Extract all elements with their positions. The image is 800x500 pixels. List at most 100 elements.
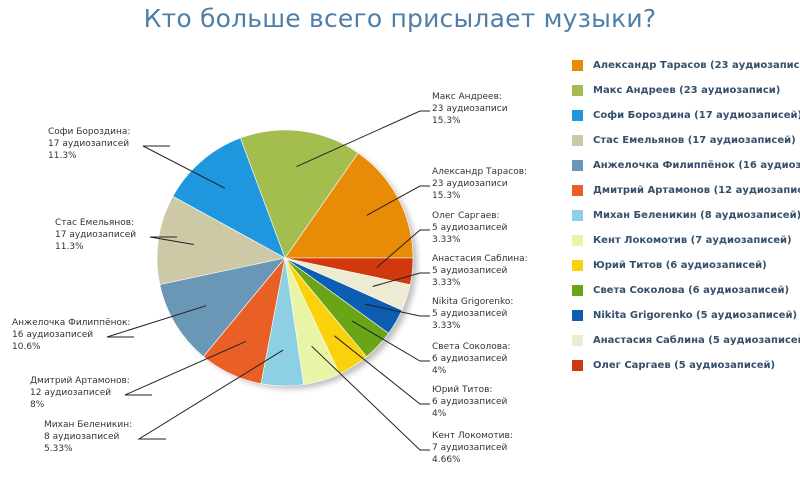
legend-item-олег-саргаев: Олег Саргаев (5 аудиозаписей) [572,353,800,378]
legend: Александр Тарасов (23 аудиозаписи) Макс А… [572,53,800,378]
callout-percent-софи-бороздина: 11.3% [48,151,77,161]
callout-line-стас-емельянов [149,236,194,245]
callout-percent-кент-локомотив: 4.66% [432,455,461,465]
callout-percent-александр-тарасов: 15.3% [432,191,461,201]
callout-name-софи-бороздина: Софи Бороздина: [48,127,130,137]
callout-line-света-соколова [351,320,430,362]
callout-name-анастасия-саблина: Анастасия Саблина: [432,254,528,264]
legend-item-света-соколова: Света Соколова (6 аудиозаписей) [572,278,800,303]
callout-percent-юрий-титов: 4% [432,409,447,419]
pie-callouts: Александр Тарасов: 23 аудиозаписи 15.3% Мак… [12,92,528,465]
callout-name-кент-локомотив: Кент Локомотив: [432,431,513,441]
pie-slice-софи-бороздина [172,137,286,259]
callout-count-кент-локомотив: 7 аудиозаписей [432,443,508,453]
callout-count-дмитрий-артамонов: 12 аудиозаписей [30,388,111,398]
legend-swatch [572,235,583,246]
callout-line-софи-бороздина [142,145,226,189]
callout-count-стас-емельянов: 17 аудиозаписей [55,230,136,240]
legend-swatch [572,160,583,171]
callout-name-александр-тарасов: Александр Тарасов: [432,167,527,177]
pie-slices [156,129,414,387]
callout-name-юрий-титов: Юрий Титов: [432,385,492,395]
callout-line-юрий-титов [334,335,430,405]
callout-line-кент-локомотив [311,345,430,451]
pie-slice-александр-тарасов [284,152,414,259]
pie-slice-макс-андреев [239,129,359,259]
legend-swatch [572,335,583,346]
legend-label: Дмитрий Артамонов (12 аудиозаписей) [593,185,800,196]
callout-percent-дмитрий-артамонов: 8% [30,400,45,410]
chart-title: Кто больше всего присылает музыки? [143,4,657,33]
legend-label: Анжелочка Филиппёнок (16 аудиозаписей) [593,160,800,171]
legend-swatch [572,360,583,371]
legend-swatch [572,210,583,221]
legend-swatch [572,260,583,271]
legend-item-дмитрий-артамонов: Дмитрий Артамонов (12 аудиозаписей) [572,178,800,203]
callout-name-стас-емельянов: Стас Емельянов: [55,218,134,228]
legend-label: Олег Саргаев (5 аудиозаписей) [593,360,776,371]
callout-count-софи-бороздина: 17 аудиозаписей [48,139,129,149]
callout-line-олег-саргаев [376,229,430,268]
legend-swatch [572,185,583,196]
legend-swatch [572,285,583,296]
legend-label: Софи Бороздина (17 аудиозаписей) [593,110,800,121]
callout-line-nikita-grigorenko [364,303,430,317]
legend-item-макс-андреев: Макс Андреев (23 аудиозаписи) [572,78,800,103]
callout-percent-олег-саргаев: 3.33% [432,235,461,245]
legend-label: Михан Беленикин (8 аудиозаписей) [593,210,800,221]
callout-line-михан-беленикин [137,349,284,440]
callout-count-юрий-титов: 6 аудиозаписей [432,397,508,407]
pie-slice-анжелочка-филиппёнок [159,257,286,358]
callout-count-михан-беленикин: 8 аудиозаписей [44,432,120,442]
legend-label: Анастасия Саблина (5 аудиозаписей) [593,335,800,346]
callout-count-nikita-grigorenko: 5 аудиозаписей [432,309,508,319]
legend-label: Света Соколова (6 аудиозаписей) [593,285,790,296]
legend-item-стас-емельянов: Стас Емельянов (17 аудиозаписей) [572,128,800,153]
callout-name-михан-беленикин: Михан Беленикин: [44,420,132,430]
legend-swatch [572,310,583,321]
legend-item-михан-беленикин: Михан Беленикин (8 аудиозаписей) [572,203,800,228]
callout-percent-nikita-grigorenko: 3.33% [432,321,461,331]
legend-item-анастасия-саблина: Анастасия Саблина (5 аудиозаписей) [572,328,800,353]
callout-count-александр-тарасов: 23 аудиозаписи [432,179,508,189]
legend-item-александр-тарасов: Александр Тарасов (23 аудиозаписи) [572,53,800,78]
legend-item-nikita-grigorenko: Nikita Grigorenko (5 аудиозаписей) [572,303,800,328]
callout-count-анастасия-саблина: 5 аудиозаписей [432,266,508,276]
legend-swatch [572,110,583,121]
callout-percent-макс-андреев: 15.3% [432,116,461,126]
legend-item-юрий-титов: Юрий Титов (6 аудиозаписей) [572,253,800,278]
callout-line-александр-тарасов [366,185,430,216]
callout-percent-михан-беленикин: 5.33% [44,444,73,454]
legend-label: Nikita Grigorenko (5 аудиозаписей) [593,310,798,321]
callout-name-света-соколова: Света Соколова: [432,342,511,352]
callout-percent-анастасия-саблина: 3.33% [432,278,461,288]
legend-swatch [572,60,583,71]
legend-label: Юрий Титов (6 аудиозаписей) [593,260,767,271]
legend-item-анжелочка-филиппёнок: Анжелочка Филиппёнок (16 аудиозаписей) [572,153,800,178]
legend-swatch [572,135,583,146]
callout-line-дмитрий-артамонов [124,340,247,396]
callout-count-олег-саргаев: 5 аудиозаписей [432,223,508,233]
legend-label: Стас Емельянов (17 аудиозаписей) [593,135,796,146]
callout-percent-анжелочка-филиппёнок: 10.6% [12,342,41,352]
legend-label: Кент Локомотив (7 аудиозаписей) [593,235,792,246]
callout-count-света-соколова: 6 аудиозаписей [432,354,508,364]
pie-slice-стас-емельянов [156,195,286,285]
legend-item-софи-бороздина: Софи Бороздина (17 аудиозаписей) [572,103,800,128]
callout-line-анастасия-саблина [372,272,430,287]
callout-name-олег-саргаев: Олег Саргаев: [432,211,500,221]
callout-name-анжелочка-филиппёнок: Анжелочка Филиппёнок: [12,318,130,328]
callout-line-анжелочка-филиппёнок [106,305,207,338]
legend-label: Александр Тарасов (23 аудиозаписи) [593,60,800,71]
callout-name-дмитрий-артамонов: Дмитрий Артамонов: [30,376,130,386]
callout-count-макс-андреев: 23 аудиозаписи [432,104,508,114]
callout-percent-стас-емельянов: 11.3% [55,242,84,252]
pie-slice-олег-саргаев [284,257,414,285]
callout-name-nikita-grigorenko: Nikita Grigorenko: [432,297,513,307]
callout-name-макс-андреев: Макс Андреев: [432,92,502,102]
legend-label: Макс Андреев (23 аудиозаписи) [593,85,781,96]
legend-item-кент-локомотив: Кент Локомотив (7 аудиозаписей) [572,228,800,253]
callout-percent-света-соколова: 4% [432,366,447,376]
callout-line-макс-андреев [296,110,430,168]
